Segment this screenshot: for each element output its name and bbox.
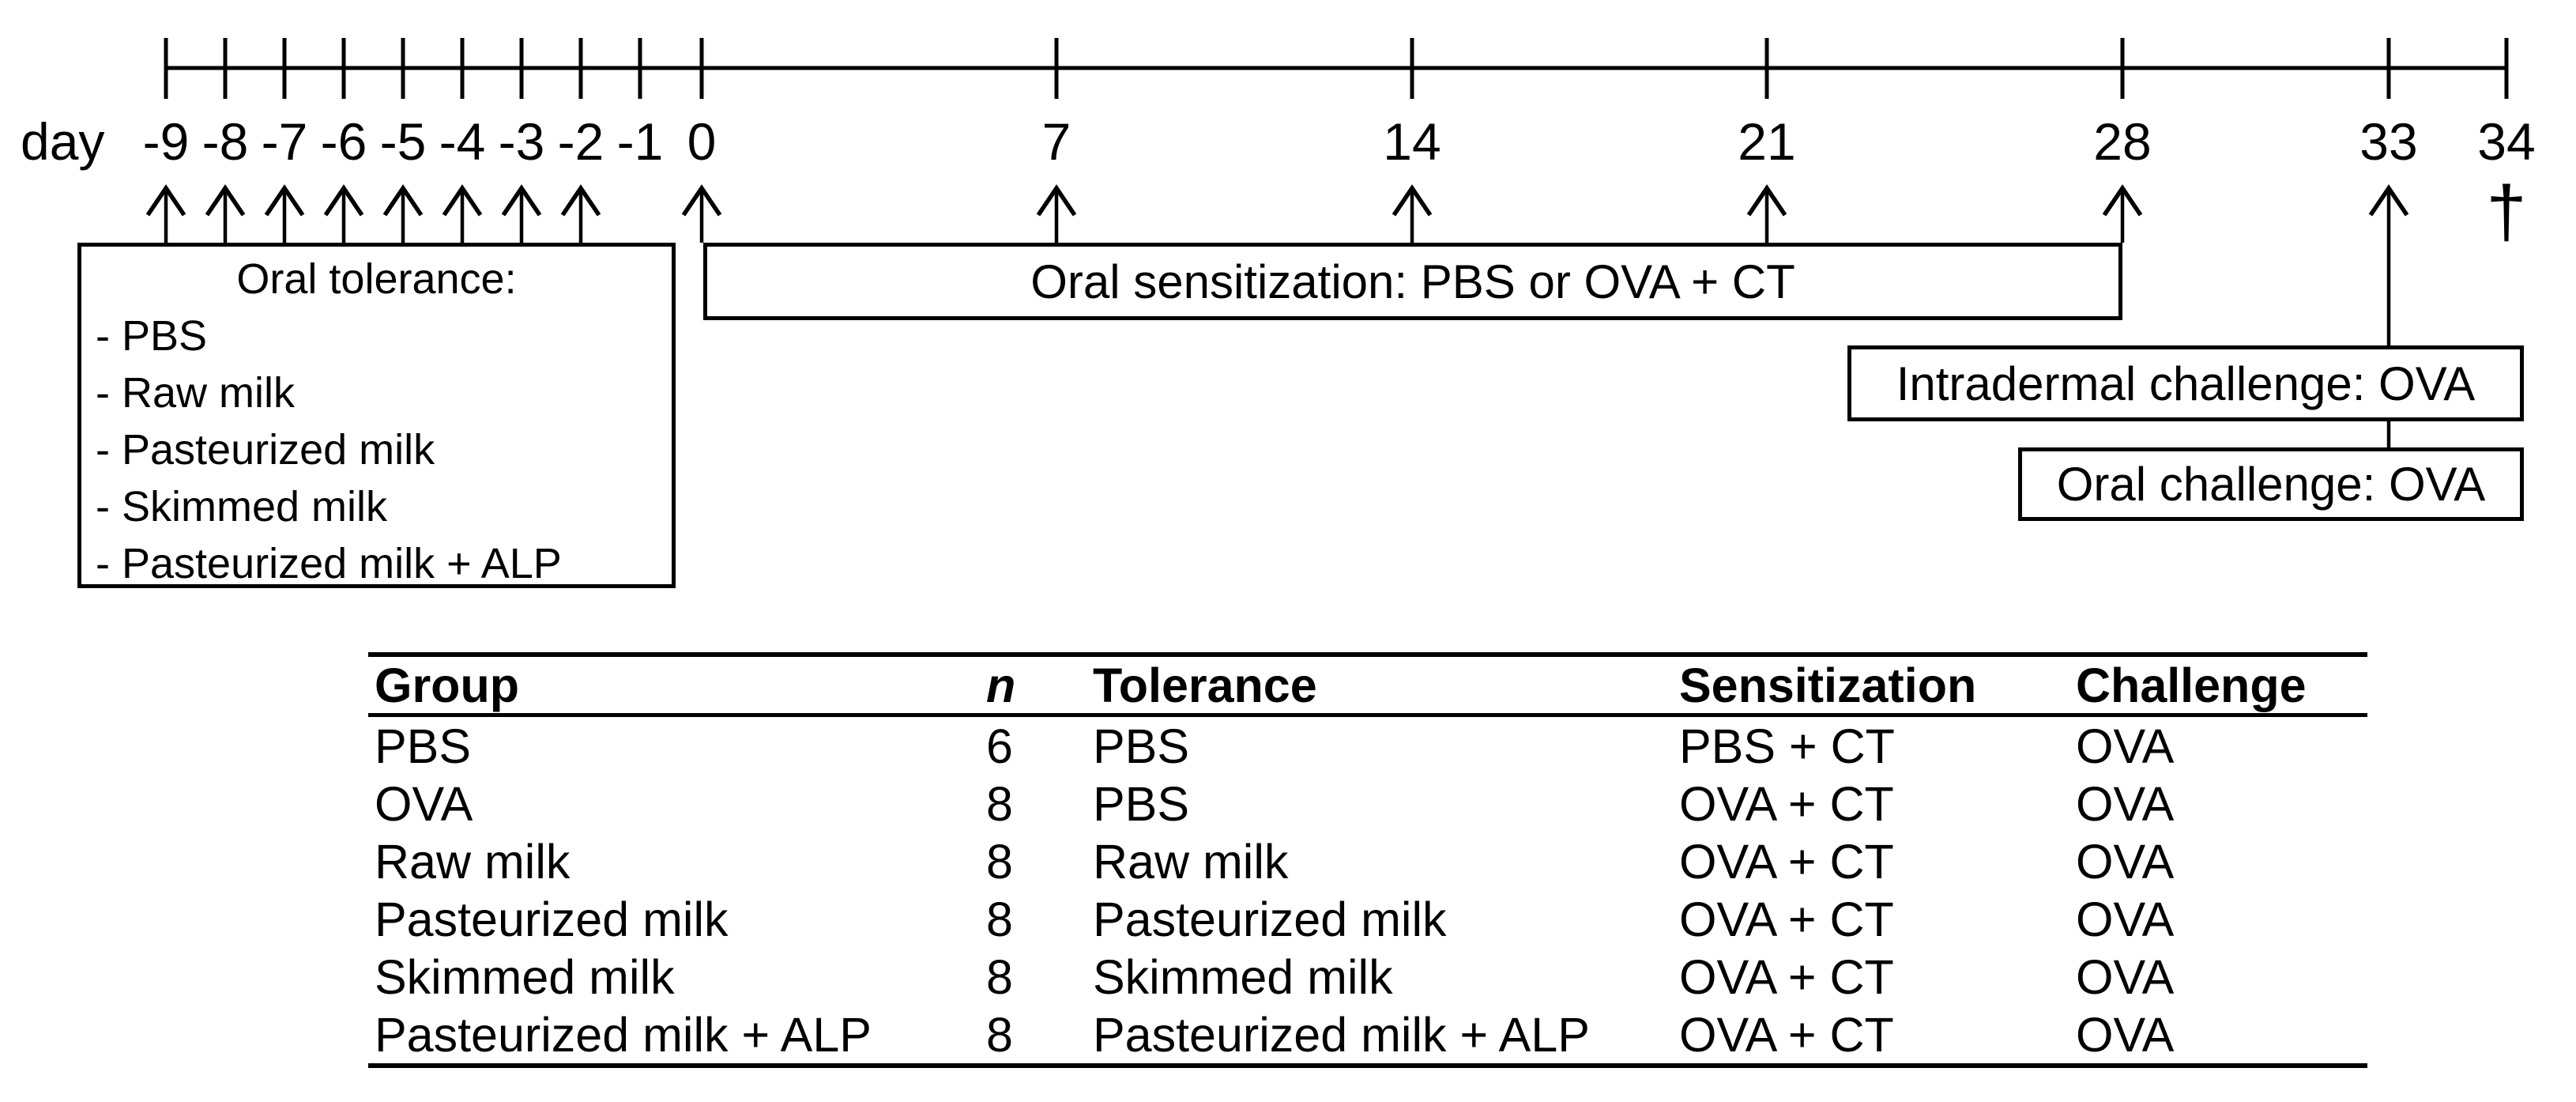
day-label--1: -1 <box>616 112 664 171</box>
table-cell: PBS <box>375 719 472 773</box>
up-arrow-head <box>681 184 722 217</box>
intradermal-challenge-box: Intradermal challenge: OVA <box>1847 345 2524 421</box>
table-cell: PBS <box>1093 776 1190 831</box>
table-cell: 8 <box>986 1007 1013 1062</box>
table-cell: OVA <box>2076 719 2175 773</box>
sacrifice-dagger-symbol: † <box>2486 172 2527 252</box>
table-cell: OVA <box>2076 776 2175 831</box>
day-label--4: -4 <box>439 112 486 171</box>
table-cell: Raw milk <box>1093 834 1289 889</box>
table-cell: Raw milk <box>375 834 571 889</box>
day-label--9: -9 <box>142 112 190 171</box>
oral-challenge-label: Oral challenge: OVA <box>2056 458 2486 511</box>
oral-challenge-box: Oral challenge: OVA <box>2018 447 2524 521</box>
day-label--3: -3 <box>498 112 545 171</box>
up-arrow-head <box>1036 184 1077 217</box>
table-cell: Pasteurized milk <box>375 892 729 946</box>
table-cell: OVA <box>2076 892 2175 946</box>
table-row: Skimmed milk 8 Skimmed milk OVA + CT OVA <box>368 948 2367 1006</box>
column-header-group: Group <box>368 655 986 717</box>
table-cell: OVA + CT <box>1679 1007 1894 1062</box>
table-cell: OVA <box>375 776 473 831</box>
table-cell: 8 <box>986 892 1013 946</box>
table-cell: Pasteurized milk + ALP <box>1093 1007 1590 1062</box>
table-row: OVA 8 PBS OVA + CT OVA <box>368 775 2367 832</box>
table-cell: PBS + CT <box>1679 719 1895 773</box>
up-arrow-head <box>382 184 424 217</box>
table-cell: Skimmed milk <box>375 949 675 1004</box>
table-cell: 8 <box>986 949 1013 1004</box>
table-row: Pasteurized milk 8 Pasteurized milk OVA + C… <box>368 890 2367 948</box>
table-row: Raw milk 8 Raw milk OVA + CT OVA <box>368 832 2367 890</box>
column-header-tolerance: Tolerance <box>1093 655 1679 717</box>
oral-tolerance-item: - Pasteurized milk + ALP <box>96 540 562 587</box>
table-cell: OVA + CT <box>1679 892 1894 946</box>
day-axis-label: day <box>21 112 105 171</box>
up-arrow-head <box>2102 184 2143 217</box>
day-label--5: -5 <box>379 112 427 171</box>
up-arrow-head <box>1746 184 1787 217</box>
groups-table: Group n Tolerance Sensitization Challenge PB… <box>368 652 2367 1068</box>
oral-tolerance-item: - PBS <box>96 312 208 360</box>
up-arrow-head <box>145 184 186 217</box>
table-row: Pasteurized milk + ALP 8 Pasteurized milk … <box>368 1006 2367 1066</box>
day-label-21: 21 <box>1738 112 1796 171</box>
day-label--7: -7 <box>261 112 308 171</box>
oral-tolerance-items: - PBS - Raw milk - Pasteurized milk - Skimm… <box>81 308 672 592</box>
day-label-14: 14 <box>1383 112 1441 171</box>
column-header-challenge: Challenge <box>2076 655 2367 717</box>
table-cell: OVA + CT <box>1679 776 1894 831</box>
oral-sensitization-label: Oral sensitization: PBS or OVA + CT <box>1030 255 1795 308</box>
day-label--6: -6 <box>320 112 367 171</box>
oral-tolerance-box: Oral tolerance: - PBS - Raw milk - Pasteur… <box>77 243 676 588</box>
day-label-34: 34 <box>2477 112 2536 171</box>
up-arrow-head <box>1392 184 1433 217</box>
table-cell: 6 <box>986 719 1013 773</box>
up-arrow-head <box>264 184 305 217</box>
day-label-33: 33 <box>2359 112 2418 171</box>
table-cell: OVA + CT <box>1679 949 1894 1004</box>
day-label-28: 28 <box>2093 112 2152 171</box>
table-row: PBS 6 PBS PBS + CT OVA <box>368 715 2367 776</box>
table-cell: OVA <box>2076 949 2175 1004</box>
up-arrow-head <box>323 184 364 217</box>
table-cell: PBS <box>1093 719 1190 773</box>
table-cell: Skimmed milk <box>1093 949 1393 1004</box>
day-label-0: 0 <box>687 112 717 171</box>
table-cell: OVA + CT <box>1679 834 1894 889</box>
oral-sensitization-box: Oral sensitization: PBS or OVA + CT <box>703 243 2122 320</box>
table-header-row: Group n Tolerance Sensitization Challenge <box>368 655 2367 717</box>
oral-tolerance-item: - Skimmed milk <box>96 483 388 530</box>
day-label--2: -2 <box>557 112 604 171</box>
table-cell: Pasteurized milk + ALP <box>375 1007 872 1062</box>
oral-tolerance-item: - Raw milk <box>96 369 295 417</box>
table-cell: 8 <box>986 834 1013 889</box>
oral-tolerance-item: - Pasteurized milk <box>96 426 435 474</box>
column-header-sensitization: Sensitization <box>1679 655 2076 717</box>
day-label--8: -8 <box>201 112 249 171</box>
day-label-7: 7 <box>1041 112 1071 171</box>
up-arrow-head <box>2368 184 2409 217</box>
intradermal-challenge-label: Intradermal challenge: OVA <box>1896 357 2476 410</box>
up-arrow-head <box>501 184 542 217</box>
table-cell: OVA <box>2076 834 2175 889</box>
up-arrow-head <box>205 184 246 217</box>
oral-tolerance-title: Oral tolerance: <box>236 255 517 303</box>
table-cell: OVA <box>2076 1007 2175 1062</box>
table-cell: Pasteurized milk <box>1093 892 1447 946</box>
table-cell: 8 <box>986 776 1013 831</box>
column-header-n: n <box>986 655 1093 717</box>
up-arrow-head <box>442 184 483 217</box>
up-arrow-head <box>560 184 601 217</box>
